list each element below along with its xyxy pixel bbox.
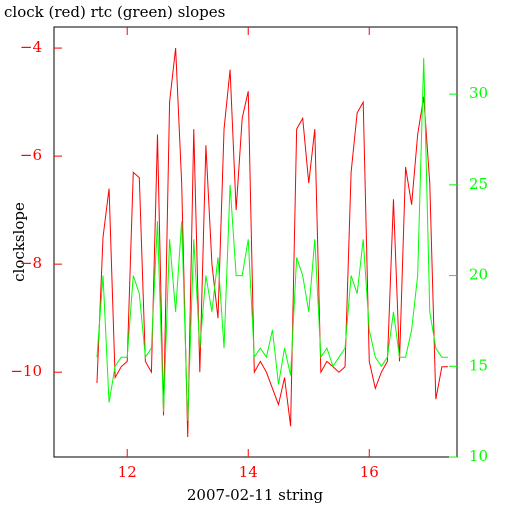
plot-frame bbox=[53, 26, 458, 458]
y2-tick-label: 15 bbox=[469, 356, 488, 374]
y-tick-label: −6 bbox=[20, 146, 42, 164]
y2-tick-label: 30 bbox=[469, 84, 488, 102]
y-axis-label: clockslope bbox=[10, 202, 28, 282]
y-tick-label: −10 bbox=[10, 362, 42, 380]
y-tick-label: −8 bbox=[20, 254, 42, 272]
x-axis-label: 2007-02-11 string bbox=[187, 486, 324, 504]
y-tick-label: −4 bbox=[20, 38, 42, 56]
x-tick-label: 14 bbox=[239, 463, 258, 481]
y2-tick-label: 20 bbox=[469, 266, 488, 284]
y2-tick-label: 10 bbox=[469, 447, 488, 465]
chart-title: clock (red) rtc (green) slopes bbox=[4, 3, 225, 21]
y2-tick-label: 25 bbox=[469, 175, 488, 193]
series-line bbox=[96, 57, 448, 421]
x-tick-label: 16 bbox=[360, 463, 379, 481]
x-tick-label: 12 bbox=[118, 463, 137, 481]
series-line bbox=[96, 48, 448, 438]
